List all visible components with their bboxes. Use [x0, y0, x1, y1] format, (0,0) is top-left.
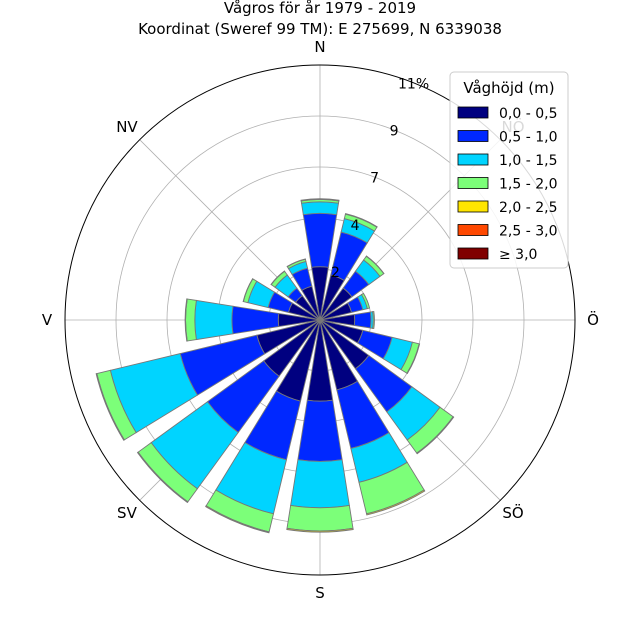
radial-tick-labels: 2 4 7 9 11%: [331, 76, 429, 280]
chart-title: Vågros för år 1979 - 2019: [224, 0, 416, 17]
bar-NV-bin-5: [270, 270, 286, 286]
bar-N-bin-5: [300, 198, 340, 202]
legend: Våghöjd (m) 0,0 - 0,5 0,5 - 1,0 1,0 - 1,5 1,…: [449, 71, 569, 269]
legend-label-6: 2,5 - 3,0: [499, 224, 557, 240]
bar-V-bin-5: [184, 298, 188, 342]
legend-title: Våghöjd (m): [463, 79, 554, 97]
direction-label: N: [314, 38, 325, 56]
bar-ÖSÖ-bin-5: [406, 343, 421, 375]
radial-tick-label: 4: [351, 218, 360, 234]
bar-SSV-bin-5: [205, 505, 270, 534]
bar-S-bin-5: [286, 527, 354, 533]
legend-label-1: 0,0 - 0,5: [499, 106, 557, 122]
legend-swatch-7: [457, 247, 489, 260]
chart-subtitle: Koordinat (Sweref 99 TM): E 275699, N 63…: [138, 20, 502, 38]
bar-SSÖ-bin-5: [365, 489, 426, 516]
legend-swatch-4: [457, 177, 489, 189]
bar-SÖ-bin-5: [416, 416, 455, 455]
bar-Ö-bin-2: [353, 311, 372, 329]
direction-label: SÖ: [502, 503, 523, 522]
legend-swatch-6: [457, 224, 489, 236]
direction-label: Ö: [587, 310, 599, 329]
bar-V-bin-2: [231, 305, 280, 335]
bar-S-bin-3: [290, 459, 350, 509]
legend-label-5: 2,0 - 2,5: [499, 200, 557, 216]
bar-ÖNÖ-bin-4: [360, 292, 371, 310]
radial-tick-label: 11%: [398, 76, 429, 92]
bar-NNV-bin-5: [286, 258, 306, 268]
radial-tick-label: 2: [331, 265, 340, 281]
legend-label-4: 1,5 - 2,0: [499, 177, 557, 193]
legend-box: [449, 71, 569, 269]
legend-label-3: 1,0 - 1,5: [499, 153, 557, 169]
legend-swatch-2: [457, 130, 489, 142]
bar-VSV-bin-5: [95, 373, 125, 441]
direction-label: SV: [117, 504, 138, 522]
radial-tick-label: 9: [390, 124, 399, 140]
bar-V-bin-4: [185, 298, 197, 342]
legend-swatch-5: [457, 200, 489, 213]
bar-VNV-bin-5: [242, 278, 254, 303]
bar-NÖ-bin-5: [365, 255, 385, 275]
bar-SV-bin-5: [136, 451, 189, 504]
bar-S-bin-2: [297, 399, 343, 462]
direction-label: NV: [116, 118, 138, 136]
rose-bars: [64, 64, 576, 576]
bar-Ö-bin-4: [372, 310, 375, 330]
legend-label-7: ≥ 3,0: [499, 247, 537, 263]
bar-N-bin-3: [300, 201, 340, 216]
direction-label: V: [42, 311, 53, 329]
outer-ring: [64, 64, 576, 576]
radial-tick-label: 7: [370, 171, 379, 187]
bar-S-bin-4: [286, 504, 354, 532]
bar-NNÖ-bin-5: [344, 213, 378, 228]
legend-label-2: 0,5 - 1,0: [499, 130, 557, 146]
legend-swatch-1: [457, 106, 489, 119]
direction-label: S: [315, 584, 325, 602]
legend-swatch-3: [457, 153, 489, 166]
bar-V-bin-3: [194, 299, 234, 341]
bar-N-bin-2: [302, 212, 338, 268]
